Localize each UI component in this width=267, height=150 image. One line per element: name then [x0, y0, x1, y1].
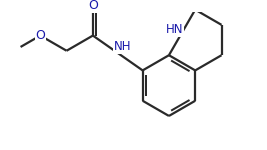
Text: HN: HN — [166, 23, 184, 36]
Text: O: O — [88, 0, 98, 12]
Text: NH: NH — [113, 40, 131, 53]
Text: O: O — [35, 29, 45, 42]
